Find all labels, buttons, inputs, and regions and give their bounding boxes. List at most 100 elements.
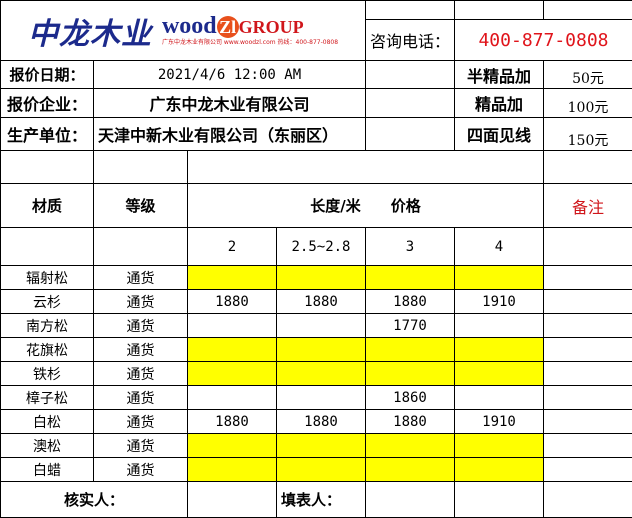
material-cell: 辐射松: [1, 266, 94, 290]
price-cell: [188, 386, 277, 410]
table-row: 澳松通货: [1, 434, 632, 458]
remark-cell: [544, 386, 632, 410]
empty-cell: [366, 89, 455, 118]
empty-cell: [366, 61, 455, 89]
logo-company-small: 广东中龙木业有限公司: [162, 39, 222, 46]
price-cell: 1880: [366, 290, 455, 314]
footer-row: 核实人： 填表人：: [1, 482, 632, 518]
price-cell: [277, 362, 366, 386]
price-cell: [277, 458, 366, 482]
price-cell: [455, 434, 544, 458]
material-cell: 铁杉: [1, 362, 94, 386]
grade-cell: 通货: [94, 434, 188, 458]
contact-label: 咨询电话：: [366, 20, 455, 61]
grade-cell: 通货: [94, 266, 188, 290]
empty-cell: [366, 1, 455, 20]
remark-cell: [544, 458, 632, 482]
table-row: 铁杉通货: [1, 362, 632, 386]
remark-cell: [544, 266, 632, 290]
empty-cell: [188, 482, 277, 518]
logo-wood: wood: [162, 13, 217, 39]
material-cell: 樟子松: [1, 386, 94, 410]
empty-cell: [366, 118, 455, 151]
material-cell: 南方松: [1, 314, 94, 338]
price-cell: 1770: [366, 314, 455, 338]
empty-cell: [455, 1, 544, 20]
price-cell: 1880: [188, 290, 277, 314]
logo-url: www.woodzl.com: [224, 39, 276, 46]
remark-cell: [544, 314, 632, 338]
price-cell: [455, 338, 544, 362]
header-material: 材质: [1, 184, 94, 228]
remark-cell: [544, 362, 632, 386]
grade-cell: 通货: [94, 362, 188, 386]
price-cell: 1880: [366, 410, 455, 434]
price-cell: [188, 314, 277, 338]
empty-cell: [366, 482, 455, 518]
quote-date: 2021/4/6 12:00 AM: [94, 61, 366, 89]
header-grade: 等级: [94, 184, 188, 228]
price-cell: 1860: [366, 386, 455, 410]
price-cell: [188, 338, 277, 362]
verifier-label: 核实人：: [1, 482, 188, 518]
surcharge-value: 100元: [544, 89, 632, 118]
price-cell: [277, 338, 366, 362]
material-cell: 白松: [1, 410, 94, 434]
empty-cell: [544, 151, 632, 184]
logo-subline: 广东中龙木业有限公司 www.woodzl.com 热线：400-877-080…: [162, 39, 338, 47]
table-row: 白蜡通货: [1, 458, 632, 482]
producer: 天津中新木业有限公司（东丽区）: [94, 118, 366, 151]
surcharge-label: 半精品加: [455, 61, 544, 89]
price-cell: [188, 434, 277, 458]
logo-group: GROUP: [239, 17, 304, 37]
grade-cell: 通货: [94, 338, 188, 362]
price-cell: [188, 362, 277, 386]
empty-cell: [1, 151, 94, 184]
price-cell: 1880: [277, 410, 366, 434]
empty-cell: [544, 228, 632, 266]
length-header: 4: [455, 228, 544, 266]
price-cell: [188, 458, 277, 482]
price-cell: [455, 314, 544, 338]
price-cell: 1880: [277, 290, 366, 314]
price-cell: [277, 314, 366, 338]
remark-cell: [544, 338, 632, 362]
price-cell: [188, 266, 277, 290]
price-cell: 1910: [455, 290, 544, 314]
grade-cell: 通货: [94, 386, 188, 410]
table-row: 辐射松通货: [1, 266, 632, 290]
empty-cell: [188, 151, 544, 184]
grade-cell: 通货: [94, 410, 188, 434]
grade-cell: 通货: [94, 458, 188, 482]
logo-chinese-name: 中龙木业: [28, 9, 152, 53]
surcharge-label: 精品加: [455, 89, 544, 118]
surcharge-value: 150元: [544, 118, 632, 151]
price-cell: [277, 434, 366, 458]
price-cell: [277, 266, 366, 290]
contact-phone: 400-877-0808: [455, 20, 632, 61]
filler-label: 填表人：: [277, 482, 366, 518]
table-row: 花旗松通货: [1, 338, 632, 362]
empty-cell: [455, 482, 544, 518]
empty-cell: [544, 482, 632, 518]
material-cell: 云杉: [1, 290, 94, 314]
price-cell: [366, 434, 455, 458]
length-header: 2.5~2.8: [277, 228, 366, 266]
company-label: 报价企业：: [1, 89, 94, 118]
price-cell: 1880: [188, 410, 277, 434]
price-cell: [366, 338, 455, 362]
price-cell: [455, 386, 544, 410]
logo-hotline: 热线：400-877-0808: [278, 39, 339, 46]
table-row: 樟子松通货 1860: [1, 386, 632, 410]
price-cell: [366, 458, 455, 482]
price-cell: [277, 386, 366, 410]
empty-cell: [1, 228, 94, 266]
header-remark: 备注: [544, 184, 632, 228]
length-header: 2: [188, 228, 277, 266]
